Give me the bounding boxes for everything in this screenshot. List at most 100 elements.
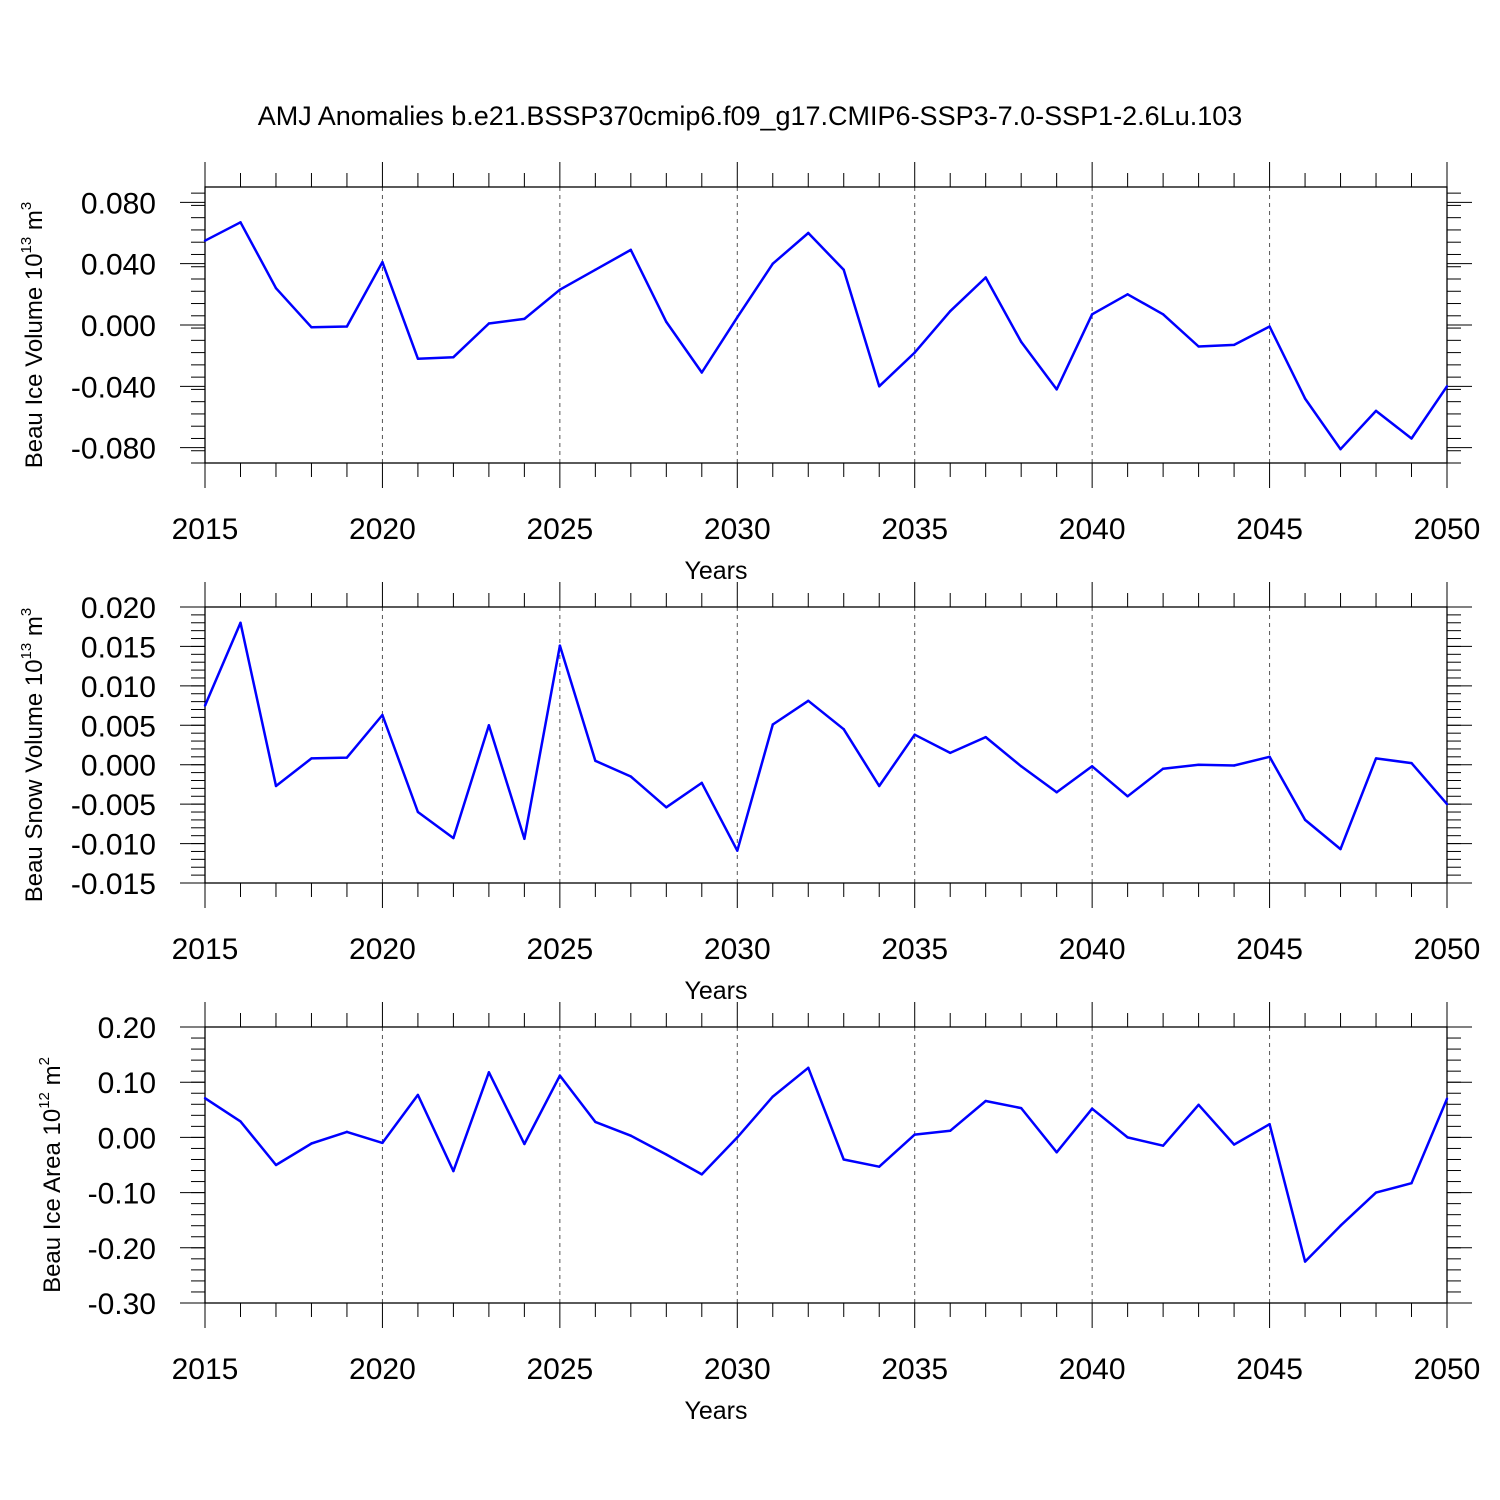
data-point — [629, 775, 633, 778]
x-tick-label: 2020 — [349, 1353, 416, 1386]
data-point — [1197, 763, 1200, 766]
data-point — [523, 1142, 526, 1146]
data-point — [203, 239, 207, 242]
data-point — [629, 1134, 633, 1137]
y-axis-label-exponent: 13 — [18, 643, 35, 660]
x-tick-label: 2025 — [526, 1353, 593, 1386]
y-tick-label: 0.080 — [81, 187, 156, 220]
data-point — [1268, 325, 1271, 328]
data-point — [310, 757, 313, 760]
y-tick-label: -0.080 — [71, 433, 156, 466]
y-tick-label: -0.010 — [71, 829, 156, 862]
data-point — [1161, 313, 1165, 316]
y-tick-label: 0.020 — [81, 592, 156, 625]
x-tick-label: 2045 — [1236, 933, 1303, 966]
y-tick-label: -0.040 — [71, 371, 156, 404]
data-point — [558, 288, 562, 291]
plot-frame — [204, 606, 1448, 884]
data-point — [452, 356, 455, 359]
data-point — [452, 1169, 455, 1173]
y-tick-label: 0.10 — [98, 1067, 156, 1100]
data-point — [807, 231, 810, 235]
y-axis-label-text: Beau Snow Volume 10 — [21, 659, 48, 902]
data-point — [1090, 1107, 1094, 1110]
x-tick-label: 2030 — [704, 1353, 771, 1386]
data-point — [771, 1095, 774, 1098]
panel-3: -0.30 -0.20 -0.10 0.00 0.10 0.20 2015 2020 2025 2… — [36, 1002, 1480, 1425]
y-axis-label-unit: m — [21, 210, 48, 237]
data-point — [523, 837, 526, 841]
data-point — [274, 784, 278, 788]
x-tick-label: 2015 — [172, 933, 239, 966]
data-point — [1161, 767, 1165, 770]
data-point — [239, 621, 242, 624]
series-line — [204, 221, 1449, 451]
panel-1: -0.080 -0.040 0.000 0.040 0.080 2015 2020 2025 2… — [18, 162, 1480, 585]
data-point — [1445, 1097, 1449, 1100]
data-point — [1410, 437, 1413, 440]
data-point — [1303, 397, 1307, 400]
data-point — [629, 248, 633, 252]
data-point — [842, 268, 845, 271]
plot-frame — [204, 186, 1448, 464]
y-tick-label: -0.10 — [88, 1178, 156, 1211]
data-point — [984, 1099, 987, 1103]
data-point — [345, 1130, 349, 1134]
data-point — [665, 320, 668, 324]
y-axis-label-unit-exponent: 2 — [36, 1057, 53, 1065]
y-tick-label: -0.015 — [71, 868, 156, 901]
y-axis-label-text: Beau Ice Volume 10 — [21, 253, 48, 468]
data-point — [1232, 1143, 1236, 1146]
data-point — [1232, 343, 1236, 347]
y-tick-label: 0.20 — [98, 1012, 156, 1045]
data-point — [416, 1093, 420, 1097]
data-point — [1445, 385, 1449, 388]
data-point — [949, 310, 952, 313]
data-point — [487, 724, 491, 727]
data-point — [310, 1142, 313, 1145]
data-point — [1410, 761, 1413, 765]
data-point — [558, 644, 562, 647]
data-point — [345, 325, 349, 328]
data-point — [1374, 757, 1378, 760]
y-tick-label: -0.005 — [71, 789, 156, 822]
data-point — [878, 385, 881, 388]
y-axis-label-exponent: 12 — [36, 1092, 53, 1109]
data-point — [1161, 1144, 1165, 1147]
y-axis-label: Beau Ice Volume 1013 m3 — [18, 202, 48, 469]
data-point — [913, 1133, 916, 1136]
data-point — [771, 262, 774, 265]
y-axis-label: Beau Snow Volume 1013 m3 — [18, 608, 48, 903]
data-point — [913, 351, 916, 354]
data-point — [345, 756, 349, 759]
data-point — [1126, 795, 1129, 798]
x-tick-label: 2040 — [1059, 1353, 1126, 1386]
y-tick-label: -0.30 — [88, 1288, 156, 1321]
x-tick-label: 2050 — [1414, 1353, 1481, 1386]
data-point — [1126, 293, 1129, 296]
data-point — [1339, 448, 1342, 451]
data-point — [1055, 1151, 1058, 1154]
x-axis-label: Years — [684, 1397, 747, 1425]
data-point — [487, 322, 491, 325]
data-point — [842, 728, 845, 731]
data-point — [878, 1165, 881, 1168]
data-point — [736, 316, 739, 319]
x-tick-label: 2015 — [172, 1353, 239, 1386]
y-tick-label: -0.20 — [88, 1233, 156, 1266]
data-point — [949, 751, 952, 755]
y-tick-label: 0.005 — [81, 710, 156, 743]
x-tick-label: 2050 — [1414, 933, 1481, 966]
x-tick-label: 2020 — [349, 513, 416, 546]
data-point — [1090, 313, 1094, 316]
y-tick-label: 0.015 — [81, 631, 156, 664]
x-tick-label: 2040 — [1059, 933, 1126, 966]
data-point — [1303, 1260, 1307, 1263]
data-point — [665, 806, 668, 809]
data-point — [1268, 755, 1271, 759]
x-tick-label: 2035 — [881, 1353, 948, 1386]
data-point — [203, 704, 207, 707]
data-point — [594, 759, 597, 762]
data-point — [736, 849, 739, 852]
y-axis-label-unit-exponent: 3 — [18, 608, 35, 616]
